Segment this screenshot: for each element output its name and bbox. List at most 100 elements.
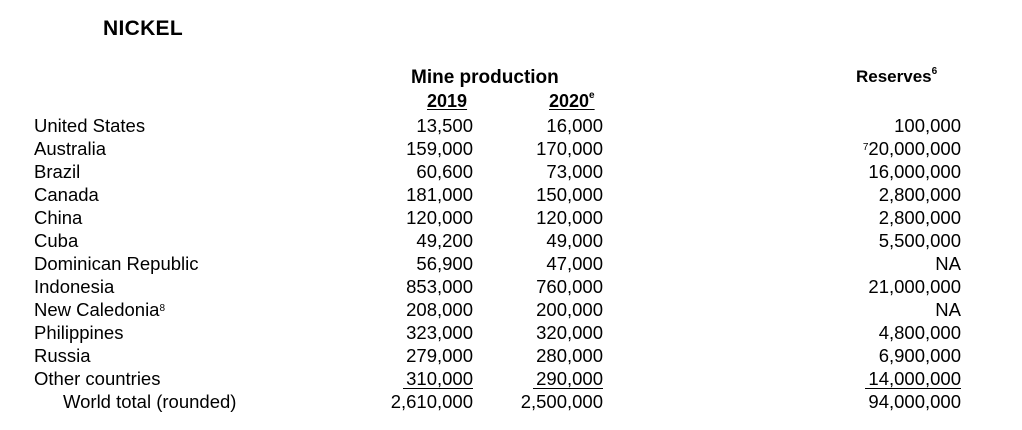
table-row: United States 13,500 16,000 100,000 xyxy=(0,114,1022,137)
reserves-value-wrap: NA xyxy=(935,299,961,320)
production-2019-value: 56,900 xyxy=(416,253,473,274)
production-2020-value: 290,000 xyxy=(533,369,603,389)
page-title: NICKEL xyxy=(103,17,183,40)
reserves-cell: 14,000,000 xyxy=(865,367,961,390)
country-name: New Caledonia8 xyxy=(34,298,165,321)
reserves-value-wrap: 5,500,000 xyxy=(879,230,961,251)
production-2020-value: 120,000 xyxy=(536,207,603,228)
year-2020-header: 2020e xyxy=(549,90,595,112)
production-2019-value: 49,200 xyxy=(416,230,473,251)
production-2019-value: 159,000 xyxy=(406,138,473,159)
country-label: Dominican Republic xyxy=(34,253,199,274)
table-row: China 120,000 120,000 2,800,000 xyxy=(0,206,1022,229)
total-2019: 2,610,000 xyxy=(390,391,473,412)
production-2020-value: 73,000 xyxy=(546,161,603,182)
country-name: United States xyxy=(34,114,145,137)
total-reserves: 94,000,000 xyxy=(868,391,961,412)
country-name: Russia xyxy=(34,344,91,367)
reserves-cell: 5,500,000 xyxy=(879,229,961,252)
reserves-value-wrap: 4,800,000 xyxy=(879,322,961,343)
reserves-value-wrap: 2,800,000 xyxy=(879,184,961,205)
production-2020-value: 150,000 xyxy=(536,184,603,205)
country-name: China xyxy=(34,206,82,229)
production-2019: 13,500 xyxy=(416,114,473,137)
production-2020: 47,000 xyxy=(546,252,603,275)
production-2019-value: 181,000 xyxy=(406,184,473,205)
production-2020: 170,000 xyxy=(536,137,603,160)
reserves-cell: 21,000,000 xyxy=(868,275,961,298)
country-label: Indonesia xyxy=(34,276,115,297)
production-2020-value: 320,000 xyxy=(536,322,603,343)
country-label: China xyxy=(34,207,83,228)
reserves-cell: 16,000,000 xyxy=(868,160,961,183)
reserves-value: 100,000 xyxy=(894,115,961,136)
total-label: World total (rounded) xyxy=(63,391,237,412)
production-2020: 49,000 xyxy=(546,229,603,252)
reserves-cell: 720,000,000 xyxy=(863,137,961,160)
production-2020: 320,000 xyxy=(536,321,603,344)
reserves-value-wrap: NA xyxy=(935,253,961,274)
reserves-value: 4,800,000 xyxy=(878,322,961,343)
table-row: Indonesia 853,000 760,000 21,000,000 xyxy=(0,275,1022,298)
production-2020-value: 170,000 xyxy=(536,138,603,159)
production-2020: 760,000 xyxy=(536,275,603,298)
production-2019: 49,200 xyxy=(416,229,473,252)
country-name: Dominican Republic xyxy=(34,252,199,275)
production-2019-value: 323,000 xyxy=(406,322,473,343)
production-2019-value: 13,500 xyxy=(416,115,473,136)
reserves-value-wrap: 21,000,000 xyxy=(868,276,961,297)
table-row: Brazil 60,600 73,000 16,000,000 xyxy=(0,160,1022,183)
reserves-cell: 2,800,000 xyxy=(879,183,961,206)
production-2019-value: 120,000 xyxy=(406,207,473,228)
country-name: Canada xyxy=(34,183,99,206)
country-label: United States xyxy=(34,115,146,136)
reserves-value-wrap: 14,000,000 xyxy=(865,369,961,389)
production-2019-value: 208,000 xyxy=(406,299,473,320)
reserves-value: 16,000,000 xyxy=(868,161,961,182)
reserves-footnote: 7 xyxy=(862,142,869,153)
reserves-cell: 2,800,000 xyxy=(879,206,961,229)
year-2020-label: 2020 xyxy=(549,91,590,111)
year-2019-header: 2019 xyxy=(427,91,468,111)
reserves-value-wrap: 720,000,000 xyxy=(863,138,961,159)
production-2020: 280,000 xyxy=(536,344,603,367)
reserves-value: 14,000,000 xyxy=(868,368,961,389)
table-row: New Caledonia8 208,000 200,000 NA xyxy=(0,298,1022,321)
country-label: Australia xyxy=(34,138,106,159)
country-footnote: 8 xyxy=(159,303,166,314)
country-name: Cuba xyxy=(34,229,78,252)
production-2019-value: 853,000 xyxy=(406,276,473,297)
reserves-value-wrap: 2,800,000 xyxy=(879,207,961,228)
table-row: Dominican Republic 56,900 47,000 NA xyxy=(0,252,1022,275)
production-2019: 208,000 xyxy=(406,298,473,321)
production-2019-value: 60,600 xyxy=(416,161,473,182)
reserves-value: 21,000,000 xyxy=(868,276,961,297)
country-label: Cuba xyxy=(34,230,79,251)
production-2019: 279,000 xyxy=(406,344,473,367)
reserves-cell: NA xyxy=(935,252,961,275)
country-label: Other countries xyxy=(34,368,161,389)
reserves-value-wrap: 16,000,000 xyxy=(868,161,961,182)
reserves-value-wrap: 6,900,000 xyxy=(879,345,961,366)
production-2020-value: 16,000 xyxy=(546,115,603,136)
production-2019: 323,000 xyxy=(406,321,473,344)
reserves-cell: NA xyxy=(935,298,961,321)
production-2019: 120,000 xyxy=(406,206,473,229)
reserves-footnote: 6 xyxy=(931,66,938,77)
country-name: Philippines xyxy=(34,321,123,344)
reserves-cell: 100,000 xyxy=(894,114,961,137)
mine-production-header: Mine production xyxy=(411,67,559,88)
table-row: Australia 159,000 170,000 720,000,000 xyxy=(0,137,1022,160)
production-2020-value: 47,000 xyxy=(546,253,603,274)
country-name: Australia xyxy=(34,137,106,160)
production-2020: 150,000 xyxy=(536,183,603,206)
table-row: Cuba 49,200 49,000 5,500,000 xyxy=(0,229,1022,252)
production-2020-value: 200,000 xyxy=(536,299,603,320)
reserves-value: NA xyxy=(935,299,961,320)
reserves-value: 5,500,000 xyxy=(878,230,961,251)
reserves-value: 2,800,000 xyxy=(878,207,961,228)
production-2020: 200,000 xyxy=(536,298,603,321)
production-2019: 60,600 xyxy=(416,160,473,183)
production-2019: 159,000 xyxy=(406,137,473,160)
production-2020-value: 760,000 xyxy=(536,276,603,297)
